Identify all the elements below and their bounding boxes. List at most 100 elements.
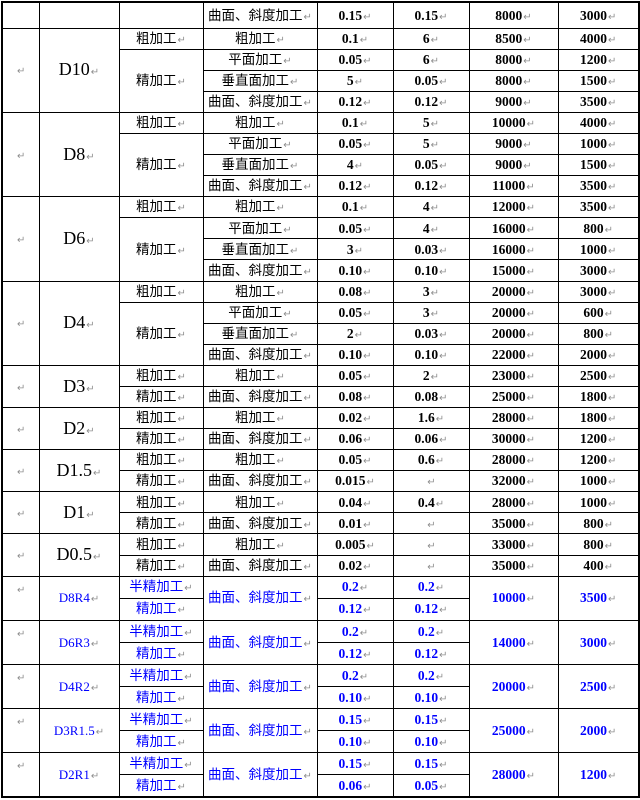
pilcrow-mark: ↵ — [526, 638, 536, 650]
section-row: 精加工↵ 0.10↵ 0.10↵ — [2, 730, 639, 754]
value2-cell-text: 0.05 — [414, 157, 439, 173]
spindle-cell-text: 16000 — [491, 220, 526, 236]
pilcrow-mark: ↵ — [608, 456, 617, 468]
pilcrow-mark: ↵ — [435, 671, 445, 683]
pilcrow-mark: ↵ — [17, 584, 26, 596]
spindle-cell: 12000↵ — [468, 196, 559, 219]
tool-cell: D1.5↵ — [38, 449, 120, 493]
value2-cell: 3↵ — [392, 301, 470, 324]
tool-cell-text: D10 — [58, 59, 90, 80]
pilcrow-mark: ↵ — [608, 203, 617, 215]
pilcrow-mark: ↵ — [276, 414, 285, 426]
spindle-cell: 16000↵ — [468, 238, 559, 261]
pilcrow-mark: ↵ — [283, 140, 292, 152]
spindle-cell: 20000↵ — [468, 301, 559, 324]
value1-cell: 0.05↵ — [316, 364, 394, 387]
feed-cell-text: 3500 — [580, 199, 608, 215]
tool-cell: D8↵ — [38, 111, 120, 198]
section-row: 精加工↵ 0.12↵ 0.12↵ — [2, 641, 639, 665]
pilcrow-mark: ↵ — [177, 605, 186, 617]
pilcrow-mark: ↵ — [439, 266, 448, 278]
value2-cell: 0.15↵ — [392, 1, 470, 29]
value1-cell-text: 3 — [346, 241, 354, 257]
tool-cell-text: D2 — [63, 417, 86, 438]
section-row: 精加工↵ 曲面、斜度加工↵ 0.02↵ ↵ 35000↵ 400↵ — [2, 554, 640, 577]
value2-cell-text: 0.12 — [414, 645, 439, 661]
pilcrow-mark: ↵ — [276, 34, 285, 46]
tool-cell: D2↵ — [38, 406, 120, 451]
value2-cell: 6↵ — [392, 48, 470, 71]
process-cell: 精加工↵ — [118, 730, 204, 754]
section-row: ↵ D2↵ 粗加工↵ 粗加工↵ 0.02↵ 1.6↵ 28000↵ 1800↵ — [1, 406, 640, 451]
pilcrow-mark: ↵ — [303, 393, 312, 405]
pilcrow-mark: ↵ — [303, 266, 312, 278]
spindle-cell: 9000↵ — [468, 154, 559, 177]
operation-cell-text: 曲面、斜度加工 — [208, 634, 303, 650]
pilcrow-mark: ↵ — [303, 682, 312, 694]
spindle-cell: 22000↵ — [468, 343, 559, 366]
pilcrow-mark: ↵ — [608, 393, 617, 405]
value2-cell-text: 0.6 — [417, 452, 435, 468]
spindle-cell: 20000↵ — [468, 280, 559, 303]
spindle-cell-text: 30000 — [491, 431, 526, 447]
operation-cell: 平面加工↵ — [202, 132, 318, 156]
feed-cell-text: 2000 — [580, 722, 608, 738]
margin-cell: ↵ — [1, 533, 40, 577]
section-row: ↵ D6R3↵ 半精加工↵ 曲面、斜度加工↵ 0.2↵ 0.2↵ 14000↵ 3000↵ — [1, 619, 640, 665]
pilcrow-mark: ↵ — [608, 245, 617, 257]
margin-cell — [1, 1, 40, 29]
tool-cell: D0.5↵ — [38, 533, 120, 577]
pilcrow-mark: ↵ — [363, 498, 372, 510]
pilcrow-mark: ↵ — [90, 638, 100, 650]
pilcrow-mark: ↵ — [276, 119, 285, 131]
operation-cell-text: 垂直面加工 — [221, 72, 290, 88]
tool-cell-text: D1.5 — [56, 459, 93, 480]
section-row: 精加工↵ 0.06↵ 0.05↵ — [2, 774, 639, 798]
value1-cell: 4↵ — [316, 154, 394, 177]
pilcrow-mark: ↵ — [184, 627, 193, 639]
value1-cell-text: 0.15 — [338, 755, 363, 771]
spindle-cell-text: 35000 — [491, 515, 526, 531]
pilcrow-mark: ↵ — [608, 372, 617, 384]
process-cell-text: 半精加工 — [129, 623, 184, 639]
spindle-cell-text: 8500 — [495, 30, 523, 46]
feed-cell-text: 1500 — [580, 157, 608, 173]
spindle-cell-text: 9000 — [495, 157, 523, 173]
pilcrow-mark: ↵ — [363, 308, 372, 320]
process-cell-text: 半精加工 — [129, 579, 184, 595]
spindle-cell: 20000↵ — [468, 322, 559, 345]
tool-cell-text: D3R1.5 — [53, 722, 95, 738]
spindle-cell-text: 35000 — [491, 557, 526, 573]
pilcrow-mark: ↵ — [439, 737, 448, 749]
operation-cell-text: 曲面、斜度加工 — [208, 347, 303, 362]
value2-cell: 4↵ — [392, 217, 470, 240]
pilcrow-mark: ↵ — [526, 308, 536, 320]
feed-cell: 2500↵ — [557, 663, 640, 710]
pilcrow-mark: ↵ — [17, 424, 26, 436]
operation-cell-text: 曲面、斜度加工 — [208, 678, 303, 694]
operation-cell-text: 垂直面加工 — [221, 157, 290, 173]
value2-cell-text: 0.12 — [414, 601, 439, 617]
spindle-cell: 8000↵ — [468, 1, 559, 29]
operation-cell: 曲面、斜度加工↵ — [202, 512, 318, 535]
operation-cell: 粗加工↵ — [202, 449, 318, 472]
operation-cell: 曲面、斜度加工↵ — [202, 470, 318, 493]
value1-cell: 3↵ — [316, 238, 394, 261]
process-cell-text: 粗加工 — [136, 115, 177, 131]
carryover-row: 曲面、斜度加工↵ 0.15↵ 0.15↵ 8000↵ 3000↵ — [1, 1, 640, 29]
value2-cell: 0.2↵ — [392, 575, 470, 599]
section-row: ↵ D10↵ 粗加工↵ 粗加工↵ 0.1↵ 6↵ 8500↵ 4000↵ — [1, 27, 640, 113]
pilcrow-mark: ↵ — [303, 770, 312, 782]
value2-cell: 6↵ — [392, 27, 470, 50]
process-cell: 粗加工↵ — [118, 196, 204, 219]
spindle-cell-text: 28000 — [491, 766, 526, 782]
value1-cell: 0.10↵ — [316, 343, 394, 366]
spindle-cell: 10000↵ — [468, 111, 559, 134]
tool-cell-text: D4 — [63, 312, 86, 333]
feed-cell-text: 2500 — [580, 368, 608, 384]
value1-cell-text: 0.10 — [338, 347, 363, 362]
section-row: ↵ D4↵ 粗加工↵ 粗加工↵ 0.08↵ 3↵ 20000↵ 3000↵ — [1, 280, 640, 366]
process-cell-text: 粗加工 — [136, 410, 177, 426]
